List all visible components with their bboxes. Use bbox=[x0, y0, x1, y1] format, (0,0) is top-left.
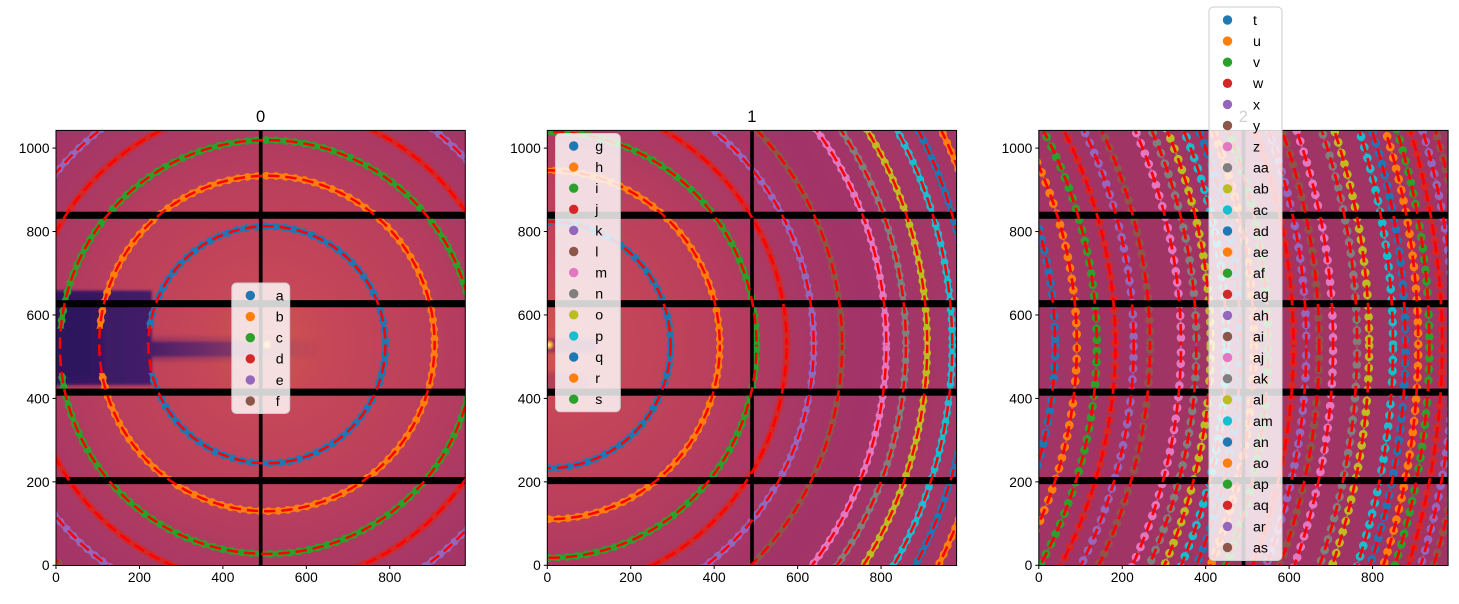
svg-text:k: k bbox=[595, 223, 603, 239]
svg-text:n: n bbox=[595, 287, 603, 303]
svg-text:am: am bbox=[1253, 414, 1273, 430]
svg-text:b: b bbox=[276, 310, 284, 326]
svg-text:200: 200 bbox=[1009, 475, 1032, 490]
svg-text:u: u bbox=[1253, 34, 1261, 50]
svg-text:s: s bbox=[595, 392, 602, 408]
svg-text:ab: ab bbox=[1253, 182, 1269, 198]
svg-text:0: 0 bbox=[52, 570, 60, 585]
svg-text:800: 800 bbox=[378, 570, 401, 585]
svg-text:400: 400 bbox=[1009, 391, 1032, 406]
svg-text:600: 600 bbox=[295, 570, 318, 585]
svg-text:f: f bbox=[276, 394, 280, 410]
svg-text:800: 800 bbox=[518, 224, 541, 239]
svg-text:1: 1 bbox=[747, 107, 756, 126]
svg-text:i: i bbox=[595, 181, 598, 197]
svg-text:y: y bbox=[1253, 118, 1261, 134]
svg-text:ag: ag bbox=[1253, 287, 1269, 303]
svg-text:ae: ae bbox=[1253, 245, 1269, 261]
svg-text:400: 400 bbox=[1194, 570, 1217, 585]
svg-text:0: 0 bbox=[533, 558, 541, 573]
svg-text:aq: aq bbox=[1253, 498, 1269, 514]
svg-text:w: w bbox=[1252, 76, 1264, 92]
svg-text:z: z bbox=[1253, 140, 1260, 156]
svg-text:1000: 1000 bbox=[510, 141, 541, 156]
svg-text:a: a bbox=[276, 288, 284, 304]
svg-text:h: h bbox=[595, 160, 603, 176]
svg-text:af: af bbox=[1253, 266, 1265, 282]
svg-text:1000: 1000 bbox=[1002, 141, 1033, 156]
svg-text:j: j bbox=[594, 202, 598, 218]
svg-text:0: 0 bbox=[256, 107, 265, 126]
svg-text:l: l bbox=[595, 244, 598, 260]
svg-text:200: 200 bbox=[26, 475, 49, 490]
svg-text:200: 200 bbox=[128, 570, 151, 585]
svg-text:ak: ak bbox=[1253, 372, 1269, 388]
svg-text:0: 0 bbox=[42, 558, 50, 573]
svg-text:aj: aj bbox=[1253, 351, 1264, 367]
svg-text:ah: ah bbox=[1253, 308, 1269, 324]
svg-text:400: 400 bbox=[211, 570, 234, 585]
svg-text:800: 800 bbox=[870, 570, 893, 585]
svg-text:ac: ac bbox=[1253, 203, 1268, 219]
svg-text:600: 600 bbox=[1278, 570, 1301, 585]
svg-text:ad: ad bbox=[1253, 224, 1269, 240]
svg-text:al: al bbox=[1253, 393, 1264, 409]
svg-text:as: as bbox=[1253, 540, 1268, 556]
svg-text:c: c bbox=[276, 331, 283, 347]
svg-text:q: q bbox=[595, 350, 603, 366]
svg-text:v: v bbox=[1253, 55, 1261, 71]
svg-text:600: 600 bbox=[518, 308, 541, 323]
svg-text:800: 800 bbox=[1361, 570, 1384, 585]
svg-text:0: 0 bbox=[1035, 570, 1043, 585]
svg-text:800: 800 bbox=[26, 224, 49, 239]
svg-text:200: 200 bbox=[518, 475, 541, 490]
svg-text:400: 400 bbox=[703, 570, 726, 585]
svg-text:o: o bbox=[595, 308, 603, 324]
svg-text:an: an bbox=[1253, 435, 1269, 451]
svg-text:m: m bbox=[595, 266, 607, 282]
svg-text:200: 200 bbox=[619, 570, 642, 585]
svg-text:200: 200 bbox=[1111, 570, 1134, 585]
svg-text:d: d bbox=[276, 352, 284, 368]
svg-text:0: 0 bbox=[543, 570, 551, 585]
svg-text:ap: ap bbox=[1253, 477, 1269, 493]
svg-text:ai: ai bbox=[1253, 329, 1264, 345]
svg-text:0: 0 bbox=[1025, 558, 1033, 573]
svg-text:r: r bbox=[595, 371, 600, 387]
svg-text:600: 600 bbox=[1009, 308, 1032, 323]
svg-text:ar: ar bbox=[1253, 519, 1266, 535]
svg-text:p: p bbox=[595, 329, 603, 345]
svg-text:1000: 1000 bbox=[19, 141, 50, 156]
svg-text:x: x bbox=[1253, 97, 1260, 113]
svg-text:600: 600 bbox=[26, 308, 49, 323]
svg-text:800: 800 bbox=[1009, 224, 1032, 239]
svg-text:400: 400 bbox=[518, 391, 541, 406]
svg-text:g: g bbox=[595, 139, 603, 155]
svg-text:e: e bbox=[276, 373, 284, 389]
svg-text:600: 600 bbox=[786, 570, 809, 585]
svg-text:aa: aa bbox=[1253, 161, 1269, 177]
svg-text:ao: ao bbox=[1253, 456, 1269, 472]
svg-text:t: t bbox=[1253, 13, 1257, 29]
svg-text:400: 400 bbox=[26, 391, 49, 406]
